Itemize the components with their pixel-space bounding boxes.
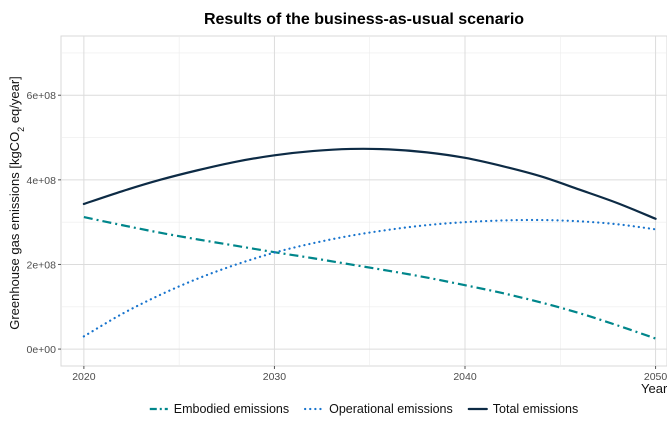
y-axis-title-suffix: eq/year] [7,76,22,127]
y-tick-label: 2e+08 [27,259,57,271]
legend-item-operational-emissions: Operational emissions [305,402,453,416]
y-tick-label: 0e+00 [27,344,57,356]
y-axis-title: Greenhouse gas emissions [kgCO2 eq/year] [7,76,26,330]
legend-label-embodied-emissions: Embodied emissions [174,402,289,416]
legend: Embodied emissions Operational emissions T… [150,402,578,416]
plot-panel [61,36,667,366]
x-axis-title: Year [641,381,667,396]
legend-label-total-emissions: Total emissions [493,402,578,416]
legend-item-embodied-emissions: Embodied emissions [150,402,289,416]
x-tick-label: 2030 [263,371,287,383]
grid-layer [61,36,667,366]
y-tick-label: 4e+08 [27,175,57,187]
legend-label-operational-emissions: Operational emissions [329,402,453,416]
x-tick-label: 2040 [453,371,477,383]
x-tick-label: 2020 [72,371,96,383]
chart-title: Results of the business-as-usual scenari… [204,11,524,28]
legend-item-total-emissions: Total emissions [469,402,578,416]
y-axis-title-prefix: Greenhouse gas emissions [kgCO [7,132,22,330]
y-tick-label: 6e+08 [27,90,57,102]
